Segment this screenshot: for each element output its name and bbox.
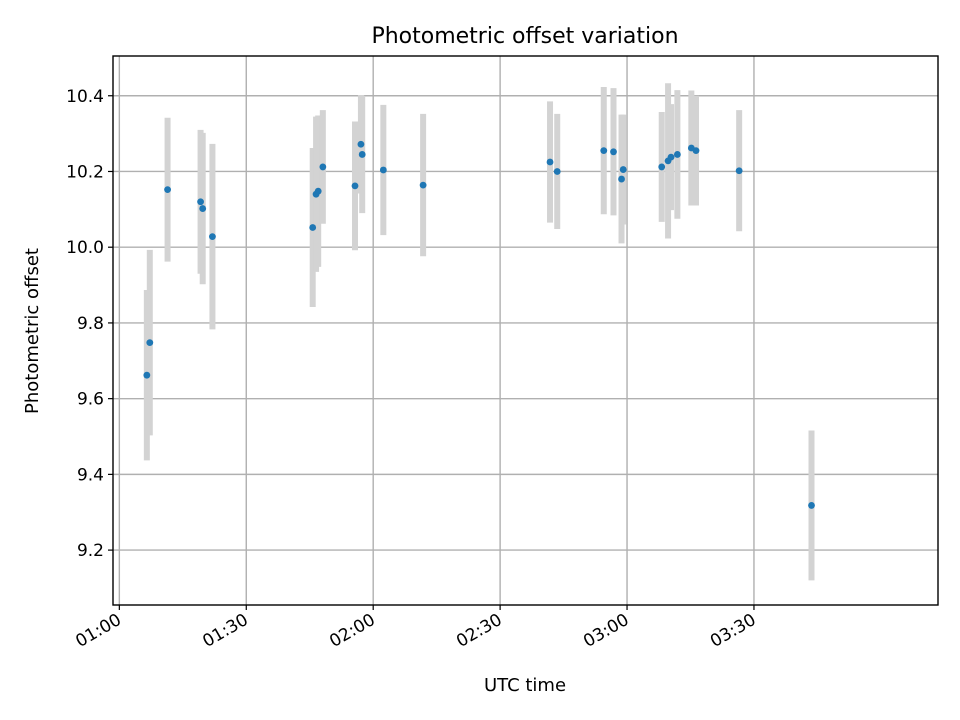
y-axis-label: Photometric offset: [22, 248, 43, 414]
x-tick-label: 03:30: [707, 610, 759, 652]
data-point: [419, 181, 427, 189]
data-point: [692, 147, 700, 155]
y-tick-label: 10.4: [66, 87, 104, 107]
y-axis-ticks: 9.2 9.4 9.6 9.8 10.0 10.2 10.4: [66, 87, 113, 561]
data-point: [553, 168, 561, 175]
x-tick-label: 02:30: [453, 610, 505, 652]
data-point: [319, 163, 327, 171]
data-point: [314, 187, 322, 195]
y-tick-label: 9.8: [77, 314, 104, 334]
data-points: [143, 140, 815, 509]
data-point: [164, 186, 171, 194]
grid: [113, 56, 938, 605]
data-point: [379, 166, 387, 174]
data-point: [143, 371, 151, 379]
x-tick-label: 01:00: [72, 610, 124, 652]
data-point: [546, 158, 554, 166]
data-point: [610, 148, 617, 156]
data-point: [600, 147, 608, 155]
x-tick-label: 02:00: [326, 610, 378, 652]
y-tick-label: 9.4: [77, 465, 104, 485]
data-point: [667, 153, 675, 161]
y-tick-label: 10.0: [66, 238, 104, 258]
y-tick-label: 9.2: [77, 541, 104, 561]
data-point: [673, 151, 681, 158]
x-axis-label: UTC time: [484, 675, 566, 696]
data-point: [808, 502, 815, 509]
x-tick-label: 01:30: [199, 610, 251, 652]
data-point: [619, 166, 627, 173]
data-point: [351, 182, 359, 190]
chart-title: Photometric offset variation: [371, 24, 678, 49]
data-point: [309, 224, 317, 231]
y-tick-label: 10.2: [66, 162, 104, 182]
x-axis-ticks: 01:00 01:30 02:00 02:30 03:00 03:30: [72, 605, 759, 652]
data-point: [209, 233, 216, 241]
data-point: [735, 167, 743, 175]
plot-frame: [112, 55, 939, 606]
x-tick-label: 03:00: [580, 610, 632, 652]
data-point: [658, 163, 666, 171]
data-point: [199, 205, 207, 212]
y-tick-label: 9.6: [77, 390, 104, 410]
data-point: [357, 140, 365, 148]
data-point: [618, 175, 625, 183]
data-point: [146, 339, 154, 347]
data-point: [197, 198, 204, 206]
data-point: [358, 151, 366, 158]
